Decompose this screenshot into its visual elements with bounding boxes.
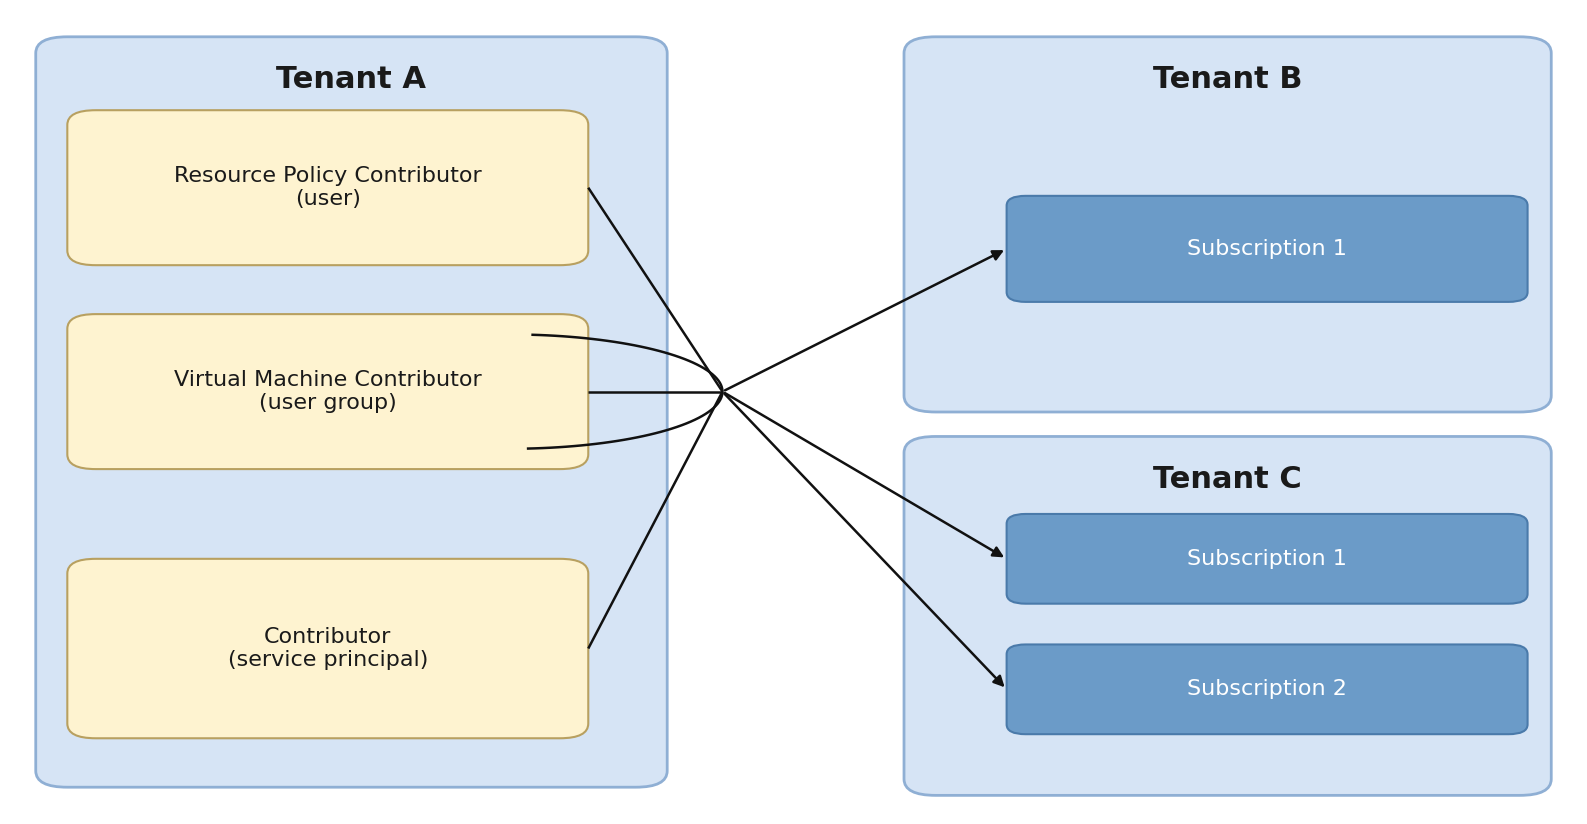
FancyBboxPatch shape — [905, 437, 1550, 795]
FancyBboxPatch shape — [1006, 514, 1528, 604]
Text: Contributor
(service principal): Contributor (service principal) — [227, 627, 428, 670]
Text: Subscription 2: Subscription 2 — [1187, 679, 1347, 700]
FancyBboxPatch shape — [1006, 644, 1528, 734]
Text: Tenant A: Tenant A — [276, 65, 427, 94]
FancyBboxPatch shape — [37, 37, 667, 787]
Text: Subscription 1: Subscription 1 — [1187, 239, 1347, 259]
Text: Virtual Machine Contributor
(user group): Virtual Machine Contributor (user group) — [175, 370, 482, 413]
FancyBboxPatch shape — [67, 110, 589, 265]
FancyBboxPatch shape — [67, 559, 589, 738]
Text: Resource Policy Contributor
(user): Resource Policy Contributor (user) — [175, 166, 482, 209]
FancyBboxPatch shape — [1006, 196, 1528, 302]
Text: Subscription 1: Subscription 1 — [1187, 549, 1347, 569]
FancyBboxPatch shape — [905, 37, 1550, 412]
FancyBboxPatch shape — [67, 314, 589, 469]
Text: Tenant B: Tenant B — [1152, 65, 1303, 94]
Text: Tenant C: Tenant C — [1154, 465, 1301, 494]
